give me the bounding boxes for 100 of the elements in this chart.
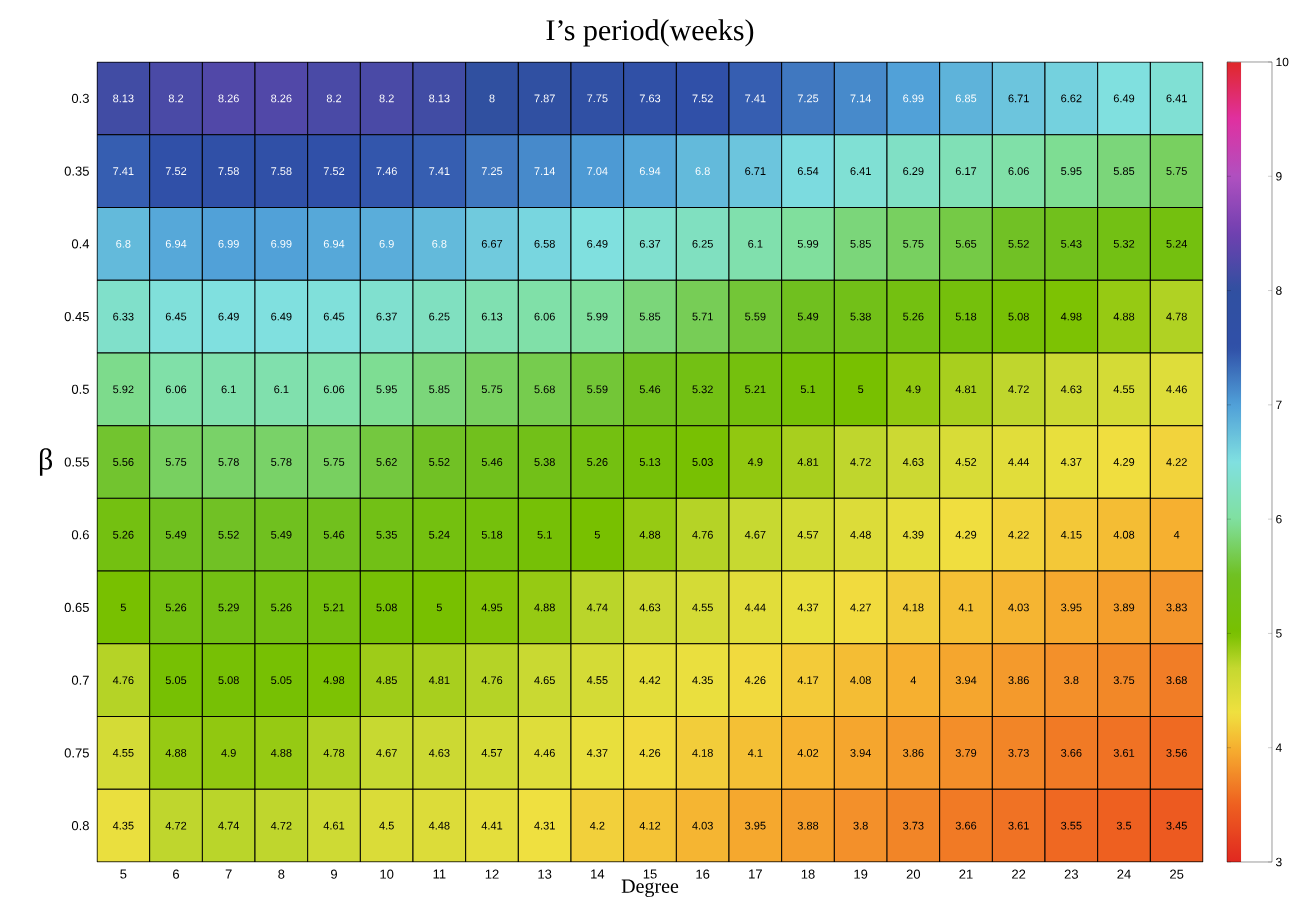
data-label: 3.68 xyxy=(1166,676,1187,685)
data-label: 6.99 xyxy=(218,239,239,248)
data-label: 3.45 xyxy=(1166,821,1187,830)
x-tick-label: 20 xyxy=(906,869,921,879)
data-label: 4.37 xyxy=(797,603,819,612)
data-label: 5.24 xyxy=(429,530,450,539)
data-label: 5.59 xyxy=(587,385,608,394)
data-label: 5.85 xyxy=(1113,167,1135,175)
data-label: 4.48 xyxy=(428,821,450,830)
data-label: 7.58 xyxy=(218,167,239,175)
data-label: 7.04 xyxy=(587,167,608,175)
color-bar-label: 10 xyxy=(1276,57,1289,67)
data-label: 4.27 xyxy=(850,603,871,612)
data-label: 5.21 xyxy=(745,385,766,394)
data-label: 4.08 xyxy=(1113,530,1135,539)
data-label: 6.94 xyxy=(165,239,187,248)
data-label: 4.08 xyxy=(850,676,871,685)
data-label: 5.71 xyxy=(692,312,713,321)
data-label: 5.99 xyxy=(587,312,608,321)
data-label: 6.8 xyxy=(432,239,447,248)
data-label: 6.41 xyxy=(1166,94,1187,103)
data-label: 7.63 xyxy=(639,94,661,103)
data-label: 6.25 xyxy=(429,312,450,321)
data-label: 7.41 xyxy=(429,167,450,175)
data-label: 6.54 xyxy=(797,167,819,175)
data-label: 5.68 xyxy=(534,385,555,394)
data-label: 5.08 xyxy=(376,603,397,612)
data-label: 4.72 xyxy=(270,821,292,830)
data-label: 6.06 xyxy=(1008,167,1029,175)
data-label: 4.1 xyxy=(747,749,763,757)
y-axis-title: β xyxy=(39,448,53,476)
data-label: 4.57 xyxy=(481,749,503,757)
data-label: 8.2 xyxy=(379,94,394,103)
data-label: 4.46 xyxy=(534,749,555,757)
data-label: 4.72 xyxy=(850,458,871,466)
data-label: 4.61 xyxy=(323,821,345,830)
data-label: 5.38 xyxy=(534,458,555,466)
y-tick-label: 0.35 xyxy=(64,166,89,176)
data-label: 4.95 xyxy=(481,603,503,612)
data-label: 5.1 xyxy=(800,385,816,394)
data-label: 4.03 xyxy=(692,821,713,830)
data-label: 4.17 xyxy=(797,676,819,684)
data-label: 4.55 xyxy=(112,749,134,757)
data-label: 5.52 xyxy=(1008,239,1029,248)
data-label: 4.52 xyxy=(955,458,977,466)
data-label: 6.9 xyxy=(379,239,394,248)
color-bar-label: 6 xyxy=(1276,514,1282,524)
data-label: 4.63 xyxy=(1060,385,1082,394)
data-label: 5.43 xyxy=(1061,239,1082,248)
data-label: 4.35 xyxy=(112,821,134,830)
x-tick-label: 19 xyxy=(854,869,868,879)
x-tick-label: 17 xyxy=(749,869,762,879)
data-label: 6.49 xyxy=(218,312,239,321)
data-label: 6.99 xyxy=(271,239,292,248)
data-label: 5.99 xyxy=(797,239,819,248)
data-label: 6.49 xyxy=(271,312,292,321)
data-label: 4.37 xyxy=(586,749,608,757)
data-label: 5.52 xyxy=(429,458,450,466)
data-label: 5.05 xyxy=(271,676,292,685)
data-label: 4.44 xyxy=(1008,458,1030,466)
data-label: 4.88 xyxy=(165,749,187,757)
data-label: 6.67 xyxy=(481,239,503,248)
data-label: 5.1 xyxy=(537,530,552,539)
data-label: 5.29 xyxy=(218,603,239,612)
data-label: 8.2 xyxy=(326,94,342,103)
data-label: 5.85 xyxy=(639,312,661,321)
data-label: 6.8 xyxy=(116,239,131,248)
data-label: 7.75 xyxy=(587,94,608,103)
data-label: 5.26 xyxy=(271,603,292,612)
data-label: 4.88 xyxy=(270,749,292,757)
data-label: 3.61 xyxy=(1113,749,1135,757)
data-label: 5.03 xyxy=(692,458,713,466)
data-label: 4.63 xyxy=(428,749,450,757)
data-label: 5.49 xyxy=(797,312,819,321)
color-bar-label: 9 xyxy=(1276,172,1282,181)
y-tick-label: 0.75 xyxy=(64,748,89,758)
data-label: 3.55 xyxy=(1061,821,1082,830)
x-tick-label: 23 xyxy=(1064,869,1078,879)
data-label: 3.83 xyxy=(1166,603,1187,612)
data-label: 5.56 xyxy=(113,458,134,466)
x-axis-title: Degree xyxy=(621,879,679,898)
data-label: 5.46 xyxy=(639,385,661,394)
data-label: 5 xyxy=(436,603,442,612)
data-label: 6.94 xyxy=(639,167,661,175)
data-label: 5.18 xyxy=(481,530,503,539)
data-label: 5.85 xyxy=(850,239,871,248)
data-label: 3.66 xyxy=(955,821,977,830)
data-label: 5.08 xyxy=(218,676,239,685)
data-label: 6.99 xyxy=(903,94,924,103)
data-label: 5.26 xyxy=(903,312,924,321)
data-label: 4 xyxy=(1173,530,1180,539)
data-label: 7.58 xyxy=(271,167,292,175)
data-label: 6.06 xyxy=(534,312,555,321)
data-label: 5.95 xyxy=(1061,167,1082,175)
y-tick-label: 0.6 xyxy=(71,530,89,540)
data-label: 6.45 xyxy=(165,312,187,321)
data-label: 4.74 xyxy=(218,821,240,830)
data-label: 6.41 xyxy=(850,167,871,175)
data-label: 4.88 xyxy=(534,603,555,612)
data-label: 3.94 xyxy=(850,749,872,757)
